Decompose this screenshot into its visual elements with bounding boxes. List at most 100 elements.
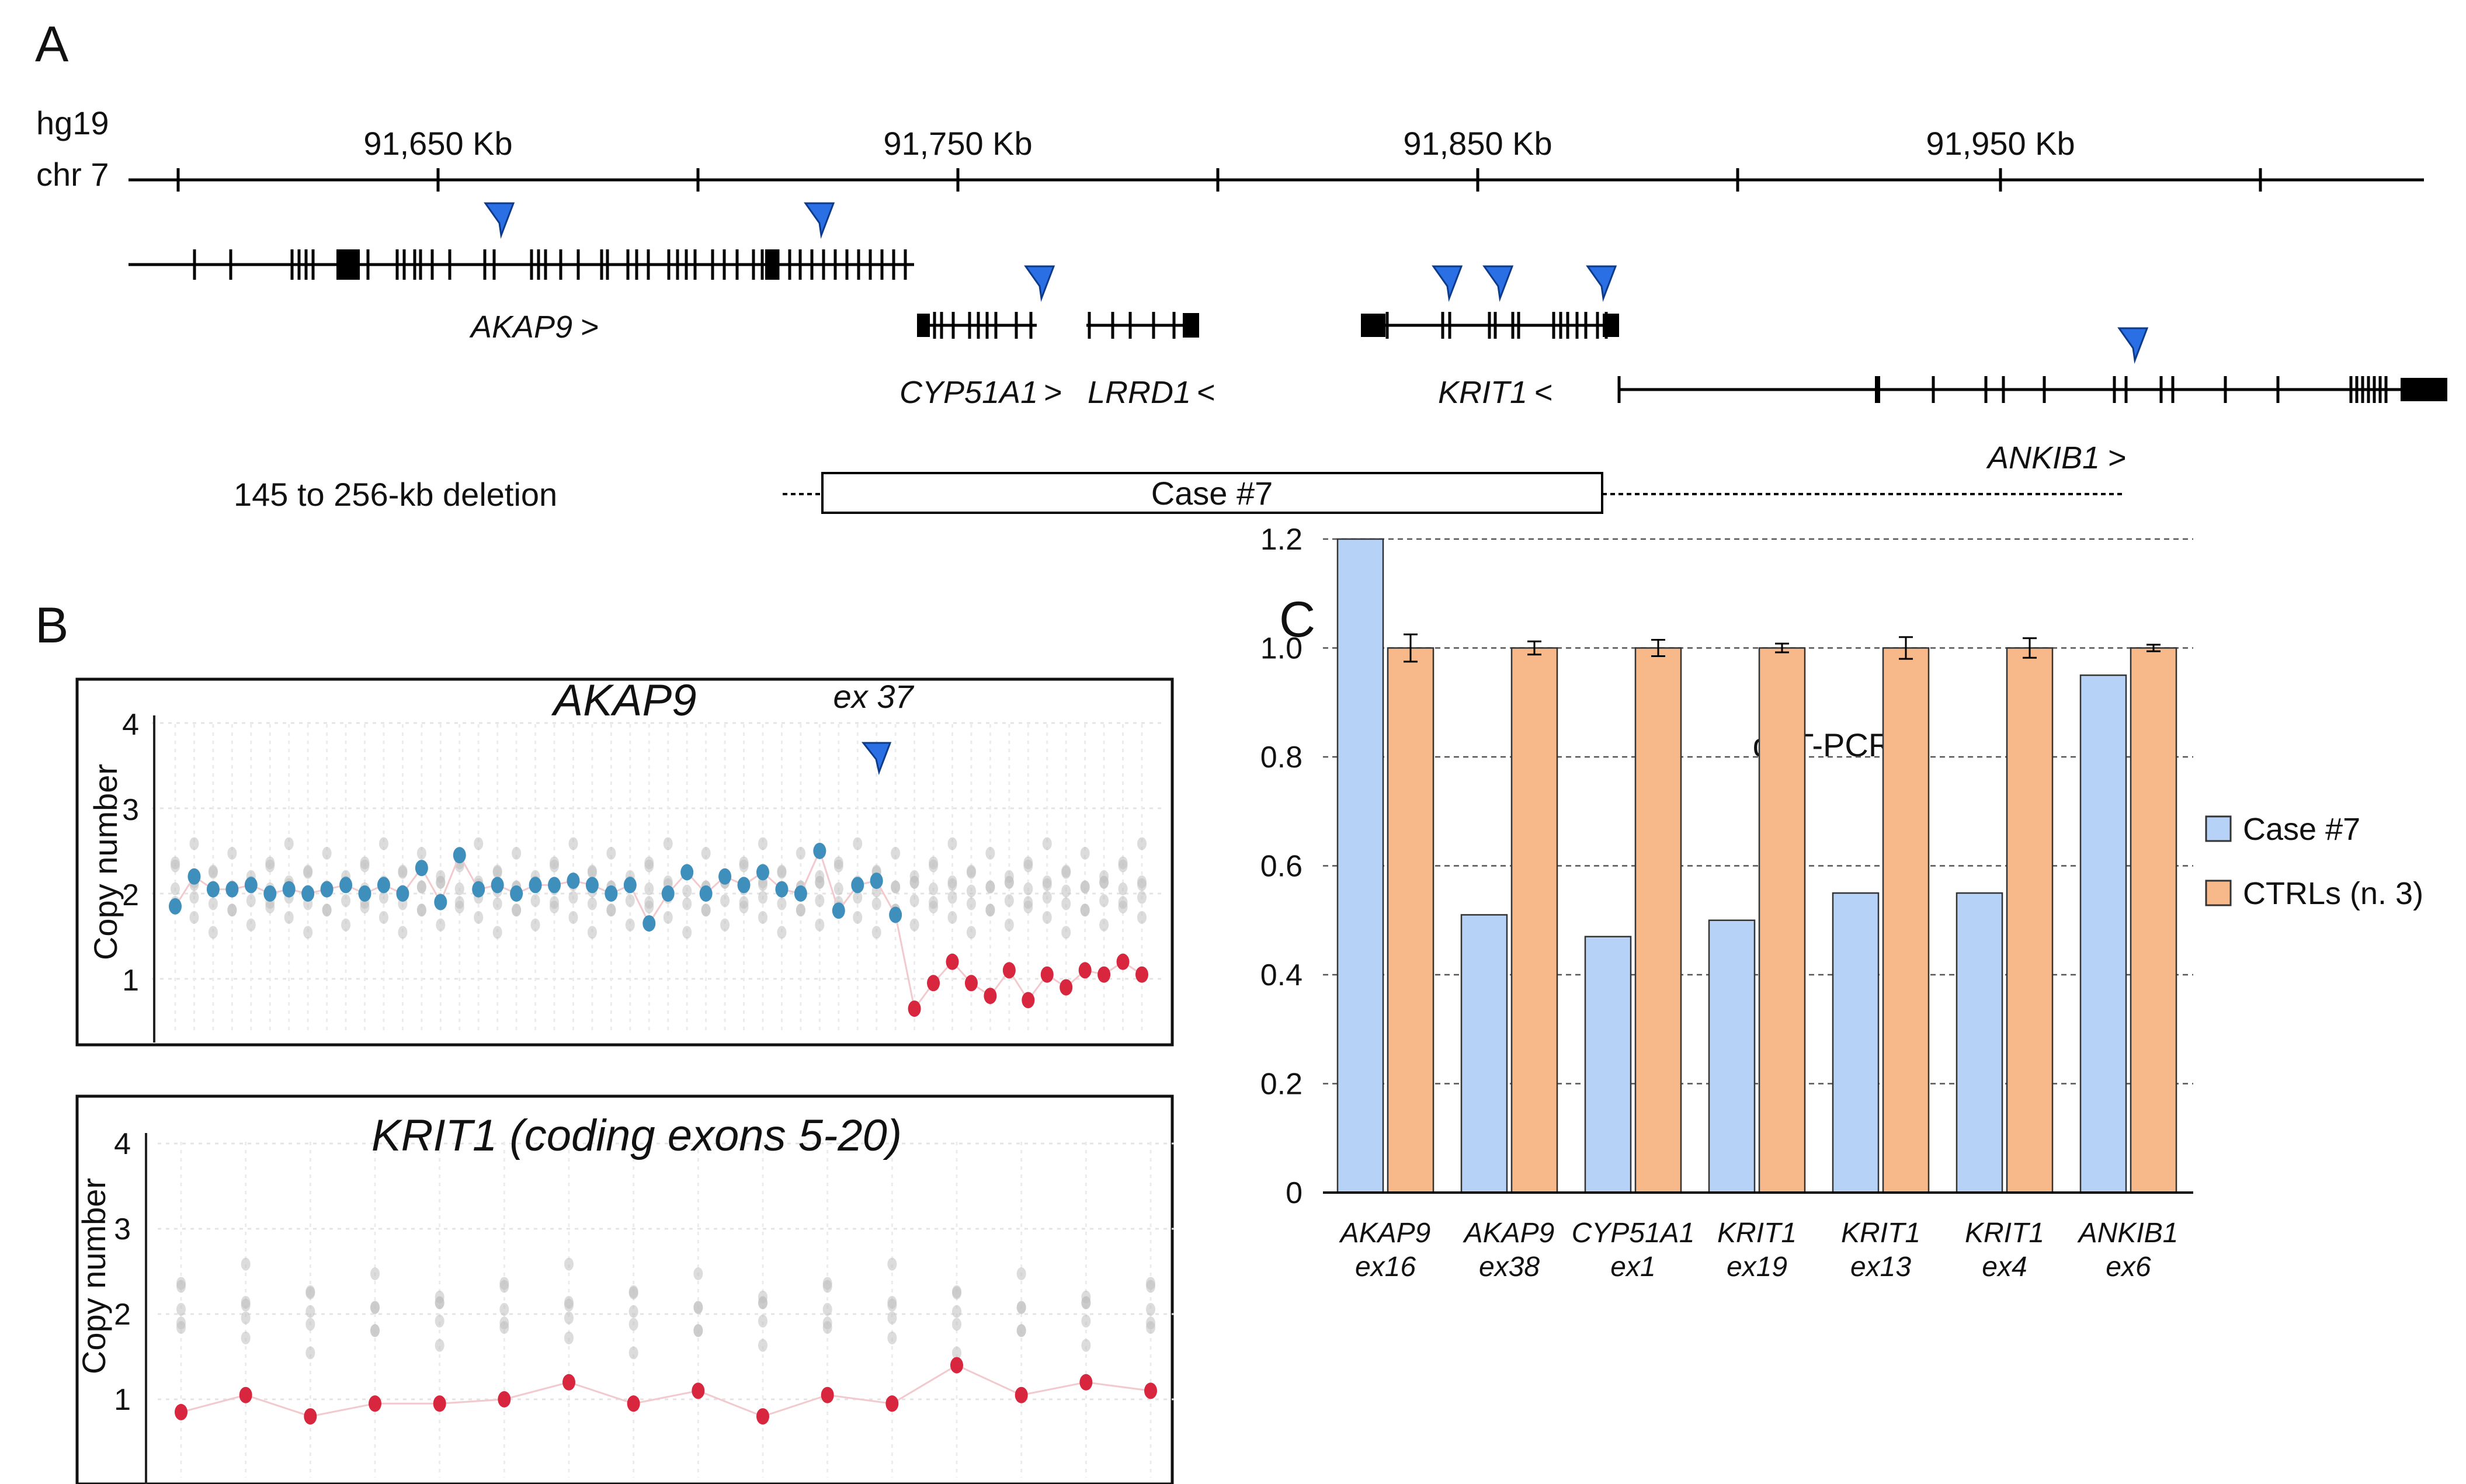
deleted-copy-number-point: [562, 1374, 575, 1391]
reference-dot: [758, 1296, 767, 1309]
reference-dot: [682, 926, 692, 939]
reference-dot: [416, 903, 426, 917]
reference-dot: [550, 856, 560, 870]
deleted-copy-number-point: [885, 1395, 899, 1412]
reference-dot: [171, 882, 180, 895]
reference-dot: [176, 1320, 186, 1334]
qpcr-bars: [1336, 538, 2177, 1194]
copy-number-point: [699, 885, 713, 902]
reference-dot: [265, 856, 275, 870]
reference-dot: [853, 910, 863, 924]
copy-number-point: [718, 868, 732, 885]
bar-case: [1336, 538, 1384, 1194]
exon-mark: [1385, 312, 1389, 339]
copy-number-point: [548, 877, 561, 894]
reference-dot: [564, 1331, 574, 1344]
reference-dot: [663, 837, 673, 850]
reference-dot: [398, 866, 408, 879]
reference-dot: [1061, 926, 1071, 939]
exon-mark: [311, 249, 315, 280]
x-category-gene: ANKIB1: [2077, 1218, 2179, 1249]
copy-number-point: [851, 877, 864, 894]
deleted-copy-number-point: [964, 975, 978, 992]
exon-mark: [430, 249, 434, 280]
exon-mark: [635, 249, 638, 280]
exon-mark: [304, 249, 308, 280]
exon-mark: [2349, 376, 2353, 403]
bar-ctrl: [2130, 647, 2177, 1194]
reference-dot: [929, 900, 939, 913]
reference-dot: [952, 1286, 961, 1299]
deleted-copy-number-point: [1060, 979, 1073, 996]
x-category-exon: ex38: [1479, 1252, 1540, 1283]
exon-mark: [711, 249, 714, 280]
reference-dot: [341, 918, 351, 932]
reference-dot: [436, 875, 446, 889]
deletion-label: 145 to 256-kb deletion: [234, 476, 557, 513]
deleted-copy-number-point: [1022, 992, 1035, 1009]
exon-mark: [492, 249, 496, 280]
reference-dot: [625, 894, 635, 908]
copy-number-point: [870, 873, 883, 889]
exon-mark: [833, 249, 837, 280]
exon-mark: [1566, 312, 1569, 339]
copy-number-point: [453, 847, 466, 864]
copy-number-trend: [174, 848, 1142, 1011]
bar-ctrl: [1882, 647, 1930, 1194]
deleted-copy-number-point: [821, 1386, 834, 1403]
reference-dot: [1080, 903, 1090, 917]
reference-dot: [587, 926, 597, 939]
copy-number-point: [472, 881, 485, 898]
gene-label-akap9: AKAP9 >: [469, 310, 599, 345]
y-tick-label: 0.6: [1260, 850, 1303, 884]
exon-mark: [693, 249, 697, 280]
copy-number-trend: [180, 1364, 1151, 1417]
y-tick-label: 0: [1286, 1176, 1303, 1210]
exon-mark: [1552, 312, 1555, 339]
deleted-copy-number-point: [627, 1395, 640, 1412]
exon-mark: [1517, 312, 1520, 339]
copy-number-point: [301, 885, 315, 902]
krit1-plot-frame: [75, 1094, 1174, 1484]
reference-dot: [891, 847, 901, 860]
exon-mark: [600, 249, 603, 280]
reference-dot: [682, 884, 692, 898]
reference-dot: [530, 918, 540, 932]
reference-dot: [303, 866, 313, 879]
exon-mark: [1984, 376, 1988, 403]
reference-dot: [435, 1315, 444, 1328]
x-category-exon: ex4: [1982, 1252, 2027, 1283]
x-category-gene: CYP51A1: [1572, 1218, 1695, 1249]
reference-dot: [887, 1257, 897, 1271]
gene-label-cyp51a1: CYP51A1 >: [899, 375, 1062, 410]
copy-number-point: [642, 915, 656, 932]
copy-number-point: [434, 894, 447, 910]
reference-dot: [1099, 875, 1109, 889]
reference-dot: [499, 1302, 509, 1316]
reference-dot: [1016, 1324, 1026, 1337]
reference-dot: [474, 910, 484, 924]
qpcr-gridlines: [1323, 538, 2193, 1085]
variant-arrowhead: [804, 202, 835, 239]
exon-mark: [413, 249, 416, 280]
chromosome-label: chr 7: [36, 156, 109, 193]
copy-number-point: [320, 881, 334, 898]
exon-mark: [626, 249, 630, 280]
exon-mark: [857, 249, 860, 280]
reference-dot: [693, 1324, 703, 1337]
exon-mark: [1448, 312, 1451, 339]
exon-block: [917, 314, 930, 337]
x-category-exon: ex6: [2106, 1252, 2151, 1283]
x-category-exon: ex1: [1610, 1252, 1655, 1283]
reference-dot: [305, 1346, 315, 1360]
reference-dot: [966, 884, 976, 898]
akap9-ytick: 3: [122, 793, 139, 827]
reference-dot: [241, 1257, 251, 1271]
copy-number-point: [263, 885, 277, 902]
reference-dot: [568, 910, 578, 924]
reference-dot: [887, 1295, 897, 1309]
reference-dot: [227, 847, 237, 860]
reference-dot: [966, 866, 976, 879]
reference-dot: [378, 837, 388, 850]
reference-dot: [966, 926, 976, 939]
